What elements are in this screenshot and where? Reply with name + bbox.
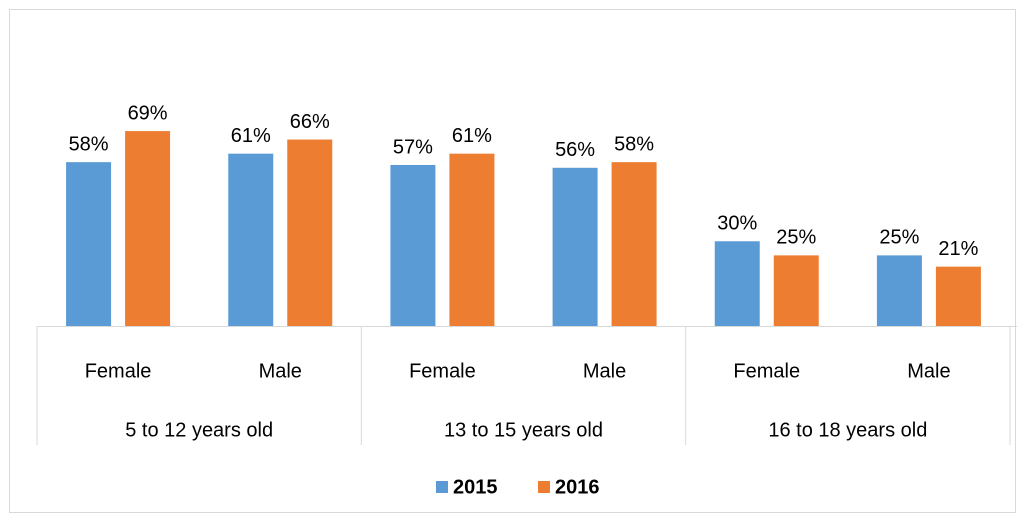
group-label: 5 to 12 years old xyxy=(125,419,273,441)
bar xyxy=(66,162,112,326)
value-label: 66% xyxy=(290,111,330,133)
bar xyxy=(228,153,274,326)
value-label: 25% xyxy=(879,227,919,249)
bar xyxy=(390,164,436,326)
bar xyxy=(611,162,657,326)
value-label: 58% xyxy=(69,133,109,155)
value-label: 57% xyxy=(393,136,433,158)
bar xyxy=(125,131,171,326)
x-tick-label: Male xyxy=(907,360,950,382)
legend-label: 2015 xyxy=(453,476,498,498)
value-label: 25% xyxy=(776,227,816,249)
bar xyxy=(449,153,495,326)
value-label: 69% xyxy=(128,102,168,124)
group-label: 13 to 15 years old xyxy=(444,419,603,441)
chart-border xyxy=(9,9,1016,513)
x-tick-label: Male xyxy=(583,360,626,382)
x-tick-label: Female xyxy=(409,360,476,382)
bar xyxy=(714,241,760,326)
value-label: 58% xyxy=(614,133,654,155)
x-tick-label: Female xyxy=(733,360,800,382)
value-label: 21% xyxy=(938,238,978,260)
x-tick-label: Male xyxy=(259,360,302,382)
bar xyxy=(773,255,819,326)
legend-label: 2016 xyxy=(555,476,600,498)
legend-swatch xyxy=(538,481,550,493)
value-label: 30% xyxy=(717,213,757,235)
group-label: 16 to 18 years old xyxy=(768,419,927,441)
bar xyxy=(876,255,922,326)
x-tick-label: Female xyxy=(85,360,152,382)
legend-swatch xyxy=(436,481,448,493)
bar xyxy=(287,139,333,326)
bar xyxy=(552,167,598,326)
value-label: 61% xyxy=(452,125,492,147)
bar xyxy=(935,266,981,326)
value-label: 56% xyxy=(555,139,595,161)
value-label: 61% xyxy=(231,125,271,147)
